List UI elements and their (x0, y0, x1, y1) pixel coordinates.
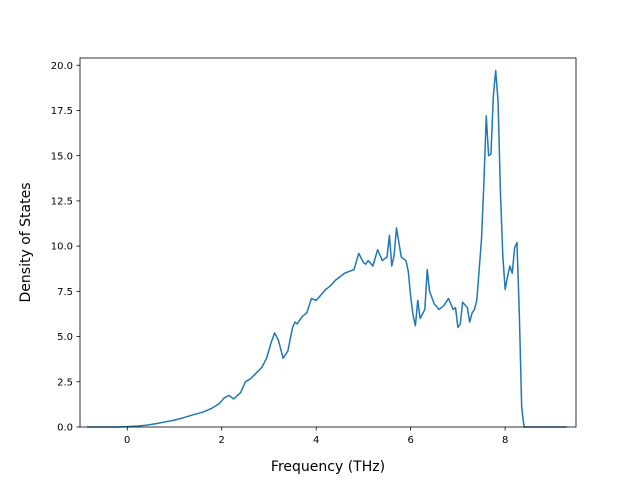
y-tick-label: 17.5 (51, 106, 73, 117)
x-tick-label: 8 (502, 435, 508, 446)
plot-frame (79, 57, 577, 428)
x-axis-label: Frequency (THz) (271, 459, 385, 475)
y-tick-label: 20.0 (51, 61, 73, 72)
dos-series-line (87, 69, 567, 428)
y-tick-label: 7.5 (57, 287, 73, 298)
y-axis-label: Density of States (18, 183, 34, 303)
y-tick-label: 10.0 (51, 242, 73, 253)
y-tick-label: 5.0 (57, 332, 73, 343)
y-tick-label: 15.0 (51, 151, 73, 162)
x-tick-label: 4 (313, 435, 319, 446)
x-tick-label: 6 (407, 435, 413, 446)
y-axis-ticks: 0.0 2.5 5.0 7.5 10.0 12.5 15.0 17.5 20.0 (51, 61, 80, 434)
x-tick-label: 2 (219, 435, 225, 446)
x-axis-ticks: 0 2 4 6 8 (124, 427, 508, 446)
x-tick-label: 0 (124, 435, 130, 446)
y-tick-label: 12.5 (51, 196, 73, 207)
y-tick-label: 0.0 (57, 423, 73, 434)
y-tick-label: 2.5 (57, 377, 73, 388)
